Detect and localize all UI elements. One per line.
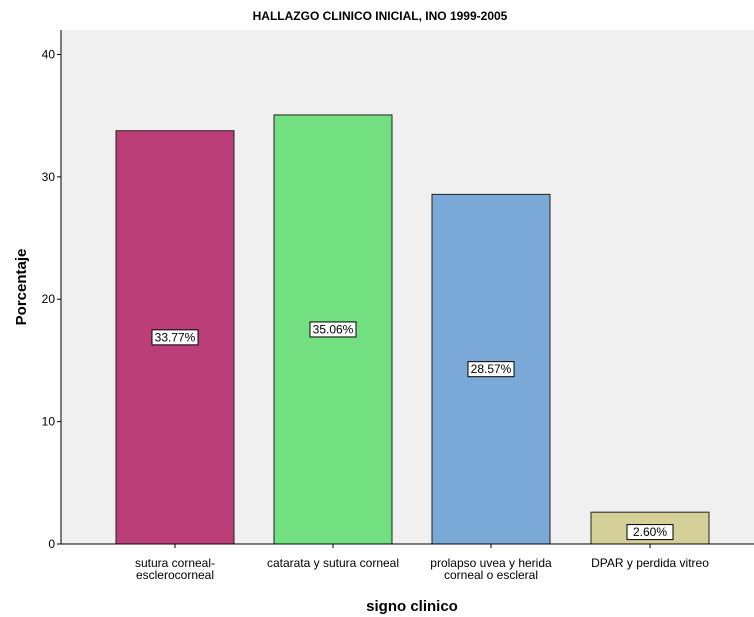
x-axis-title: signo clinico [366,598,458,615]
data-label-group: 28.57% [467,361,515,378]
data-label: 33.77% [155,330,196,344]
x-category-label: sutura corneal- [135,556,215,570]
y-tick-label: 0 [48,537,55,551]
y-tick-label: 30 [42,170,56,184]
y-axis-tick-labels: 0 10 20 30 40 [42,47,61,551]
y-tick-label: 10 [42,415,56,429]
data-label-group: 33.77% [151,329,199,346]
x-category-label: corneal o escleral [444,568,538,582]
data-label: 35.06% [313,322,354,336]
chart-title: HALLAZGO CLINICO INICIAL, INO 1999-2005 [253,9,508,23]
y-tick-label: 20 [42,292,56,306]
data-label-box [626,524,674,541]
data-label-box [151,329,199,346]
y-axis-title: Porcentaje [13,249,30,326]
y-tick-label: 40 [42,47,56,61]
data-label: 2.60% [633,525,667,539]
bars-group: 33.77% 35.06% 28.57% 2.60% [115,114,710,545]
x-axis-category-labels: sutura corneal-esclerocorneal catarata y … [135,544,709,582]
x-category-label: prolapso uvea y herida [430,556,552,570]
data-label-group: 35.06% [309,321,357,338]
x-category-label: esclerocorneal [136,568,214,582]
data-label-box [309,321,357,338]
x-category-label: DPAR y perdida vitreo [591,556,709,570]
x-category-label: catarata y sutura corneal [267,556,399,570]
data-label-box [467,361,515,378]
data-label: 28.57% [471,362,512,376]
data-label-group: 2.60% [626,524,674,541]
